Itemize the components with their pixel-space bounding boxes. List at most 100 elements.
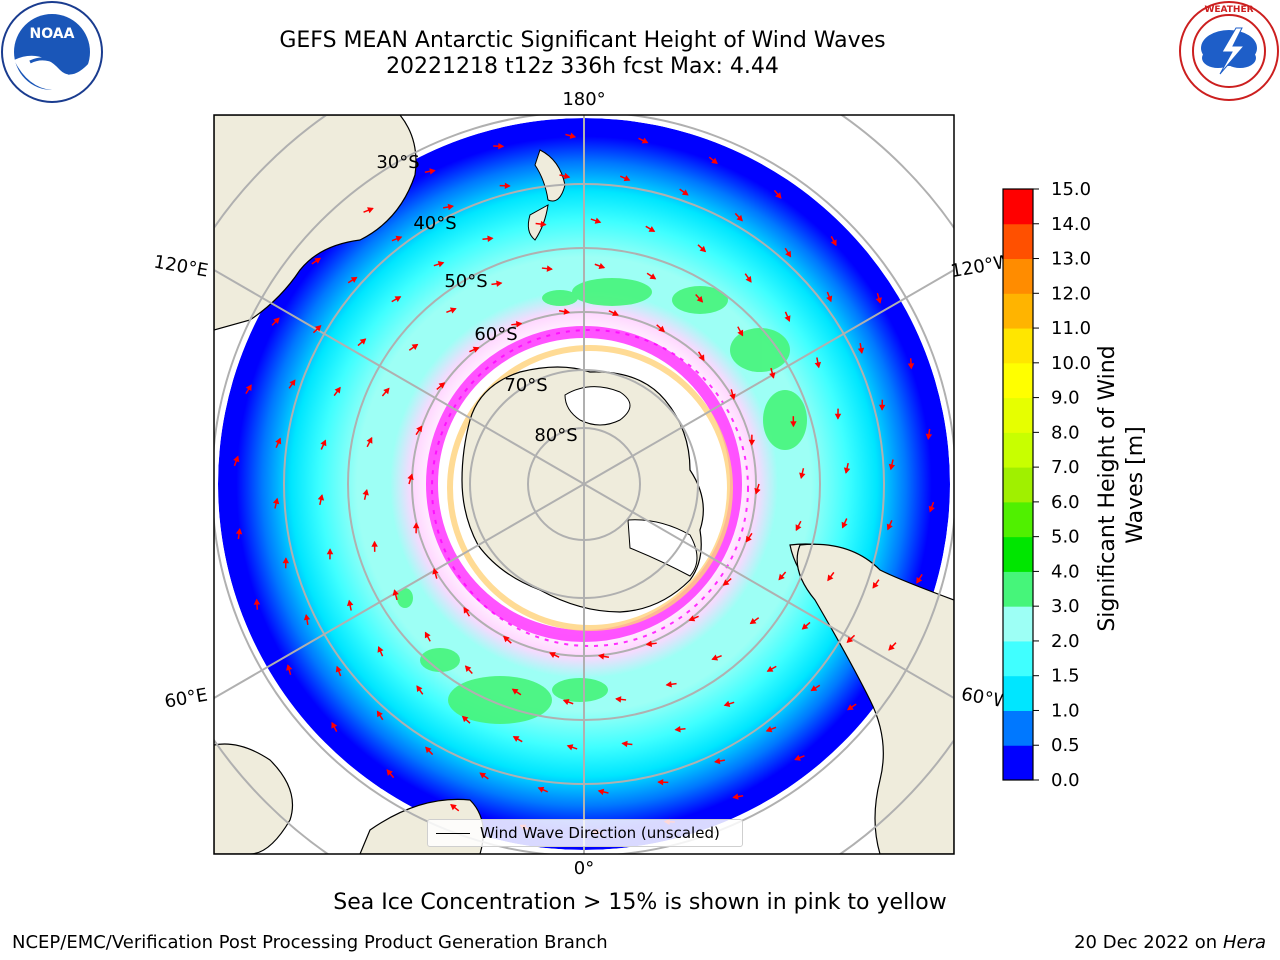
wave-arrowhead — [437, 261, 445, 268]
wave-arrowhead — [872, 581, 879, 589]
wave-arrowhead — [711, 654, 719, 661]
colorbar-label-line1: Significant Height of Wind Waves [m] — [1095, 338, 1148, 631]
wave-arrowhead — [814, 361, 822, 369]
colorbar-segment — [1003, 397, 1033, 433]
wave-arrowhead — [928, 505, 935, 513]
svg-text:WEATHER: WEATHER — [1204, 5, 1253, 15]
wave-arrowhead — [498, 142, 505, 150]
wave-arrowhead — [830, 239, 837, 247]
wave-arrowhead — [698, 354, 705, 362]
colorbar-tick-label: 9.0 — [1051, 388, 1080, 409]
colorbar-segment — [1003, 328, 1033, 364]
colorbar-border — [1002, 188, 1034, 781]
wave-arrowhead — [392, 589, 399, 596]
wave-arrowhead — [515, 320, 523, 328]
wave-arrowhead — [594, 217, 602, 224]
colorbar-tick-label: 8.0 — [1051, 422, 1080, 443]
colorbar-tick-label: 13.0 — [1051, 249, 1091, 270]
wave-arrowhead — [729, 393, 736, 401]
wave-arrowhead — [736, 214, 743, 222]
wave-arrowhead — [253, 598, 261, 605]
colorbar-segment — [1003, 467, 1033, 503]
colorbar-segment — [1003, 536, 1033, 572]
wave-arrowhead — [827, 574, 834, 582]
wave-arrowhead — [769, 372, 776, 379]
wave-arrowhead — [826, 295, 833, 303]
wave-arrowhead — [546, 265, 553, 272]
wave-arrowhead — [566, 744, 574, 751]
colorbar: 0.0 0.5 1.0 1.5 2.0 3.0 4.0 5.0 6.0 7.0 8.0 9.0 10.0… — [1002, 179, 1091, 791]
wave-arrowhead — [846, 636, 854, 643]
wave-arrowhead — [377, 646, 384, 653]
wave-arrowhead — [621, 740, 628, 748]
wave-arrowhead — [597, 788, 605, 796]
wave-arrowhead — [463, 606, 470, 614]
colorbar-tick-label: 10.0 — [1051, 353, 1091, 374]
wave-arrowhead — [688, 615, 696, 622]
wave-arrowhead — [907, 363, 915, 370]
wave-arrowhead — [711, 157, 718, 164]
svg-text:NOAA: NOAA — [30, 26, 75, 42]
wave-arrowhead — [286, 664, 293, 671]
colorbar-segment — [1003, 223, 1033, 260]
wave-arrowhead — [888, 463, 896, 471]
colorbar-segment — [1003, 606, 1033, 642]
wave-arrowhead — [713, 757, 721, 765]
lat-label-50s: 50°S — [444, 271, 487, 292]
wave-arrowhead — [272, 497, 280, 505]
wave-arrowhead — [722, 579, 730, 586]
wave-arrowhead — [540, 220, 547, 228]
legend-label: Wind Wave Direction (unscaled) — [480, 824, 720, 842]
wave-arrowhead — [649, 273, 657, 280]
wave-arrowhead — [429, 168, 436, 175]
wave-arrowhead — [395, 235, 403, 242]
wave-arrowhead — [303, 613, 311, 621]
legend-line-swatch — [436, 832, 470, 834]
wave-arrowhead — [754, 487, 761, 495]
wave-arrowhead — [641, 137, 649, 144]
wave-arrowhead — [537, 786, 545, 793]
wave-arrowhead — [615, 696, 622, 703]
wave-arrowhead — [749, 618, 757, 625]
wave-arrowhead — [503, 635, 510, 643]
wave-arrowhead — [447, 203, 455, 211]
sea-ice-note: Sea Ice Concentration > 15% is shown in … — [333, 890, 947, 915]
continents-outer — [214, 115, 954, 854]
wave-arrowhead — [810, 685, 818, 692]
wave-arrowhead — [699, 245, 707, 253]
lat-label-70s: 70°S — [504, 375, 547, 396]
wave-arrowhead — [732, 793, 739, 800]
colorbar-tick-label: 2.0 — [1051, 631, 1080, 652]
wave-arrowhead — [416, 425, 423, 433]
lat-label-80s: 80°S — [534, 425, 577, 446]
wave-arrowhead — [834, 413, 842, 420]
colorbar-segment — [1003, 675, 1033, 711]
wave-arrowhead — [925, 433, 933, 440]
wave-arrowhead — [411, 343, 419, 350]
wind-wave-arrows — [233, 132, 935, 836]
wave-arrowhead — [320, 439, 327, 447]
wave-arrowhead — [394, 296, 402, 302]
wave-arrowhead — [314, 257, 322, 264]
map-legend: Wind Wave Direction (unscaled) — [427, 819, 743, 847]
wave-arrowhead — [886, 523, 893, 531]
lat-label-40s: 40°S — [413, 213, 456, 234]
wave-arrowhead — [331, 721, 338, 729]
wave-arrowhead — [282, 557, 290, 564]
wave-arrowhead — [335, 665, 342, 673]
colorbar-segment — [1003, 501, 1033, 538]
lat-label-30s: 30°S — [376, 152, 419, 173]
wave-arrowhead — [438, 382, 446, 389]
wave-arrowhead — [785, 250, 792, 258]
lon-label-60e: 60°E — [163, 684, 209, 712]
wave-arrowhead — [511, 688, 519, 695]
wave-arrowhead — [794, 754, 801, 761]
colorbar-segment — [1003, 258, 1033, 294]
lon-label-0: 0° — [574, 858, 594, 879]
wave-arrowhead — [916, 576, 923, 584]
wave-arrowhead — [371, 540, 378, 547]
wave-arrowhead — [412, 522, 420, 529]
wave-arrowhead — [235, 528, 243, 535]
map-title: GEFS MEAN Antarctic Significant Height o… — [279, 28, 886, 53]
wave-arrowhead — [449, 307, 457, 314]
